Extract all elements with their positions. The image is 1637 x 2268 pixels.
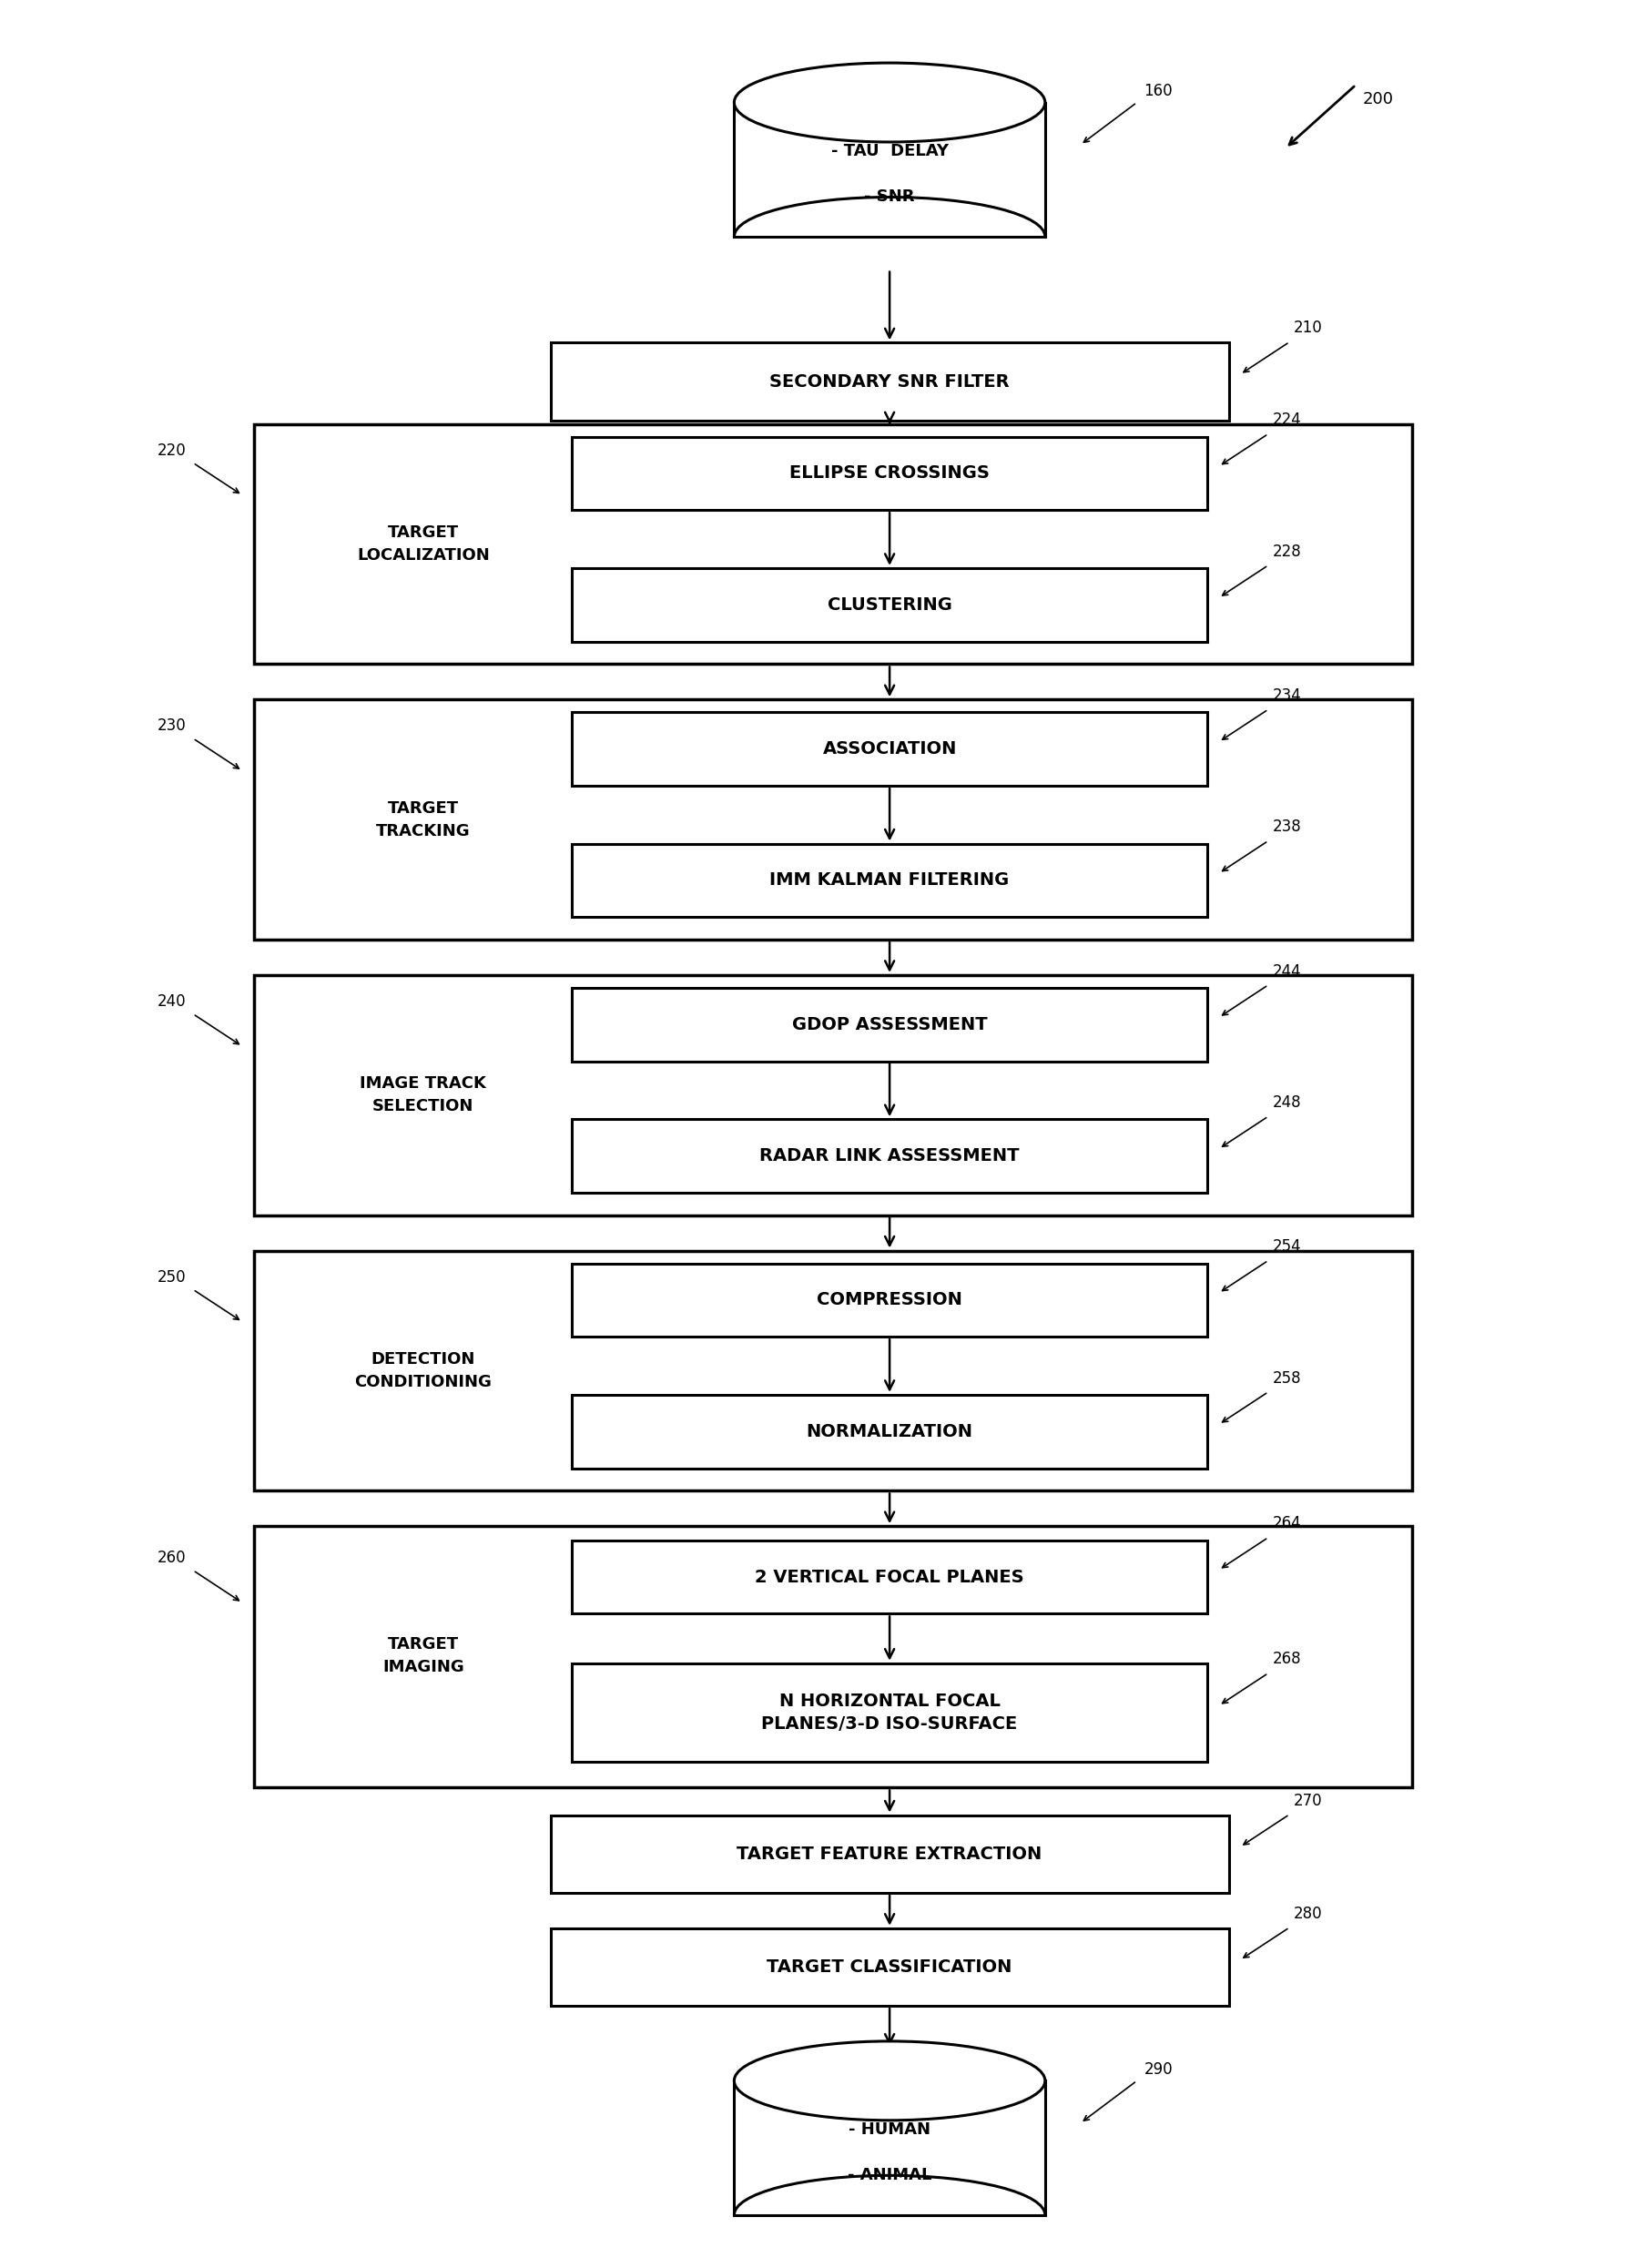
Bar	[254, 1526, 1411, 1787]
Bar	[254, 424, 1411, 665]
Text: TARGET CLASSIFICATION: TARGET CLASSIFICATION	[766, 1957, 1012, 1975]
Text: TARGET ID
- HUMAN

- ANIMAL: TARGET ID - HUMAN - ANIMAL	[841, 2098, 938, 2184]
Text: IMAGE TRACK
SELECTION: IMAGE TRACK SELECTION	[360, 1075, 486, 1114]
Bar	[733, 102, 1044, 236]
Bar	[571, 712, 1206, 785]
Text: TARGET
TRACKING: TARGET TRACKING	[377, 801, 470, 839]
Bar	[550, 1814, 1228, 1894]
Bar	[571, 567, 1206, 642]
Text: 290: 290	[1143, 2062, 1172, 2077]
Bar	[550, 1928, 1228, 2005]
Text: 248: 248	[1272, 1093, 1301, 1111]
Bar	[254, 975, 1411, 1216]
Text: NORMALIZATION: NORMALIZATION	[805, 1422, 972, 1440]
Text: 268: 268	[1272, 1651, 1301, 1667]
Text: 250: 250	[157, 1268, 187, 1286]
Text: 228: 228	[1272, 544, 1301, 560]
Bar	[571, 1540, 1206, 1615]
Text: 2 VERTICAL FOCAL PLANES: 2 VERTICAL FOCAL PLANES	[755, 1569, 1023, 1585]
Bar	[571, 844, 1206, 916]
Text: 160: 160	[1143, 84, 1172, 100]
Text: 244: 244	[1272, 964, 1301, 980]
Text: SECONDARY SNR FILTER: SECONDARY SNR FILTER	[769, 372, 1008, 390]
Text: 200: 200	[1362, 91, 1393, 107]
Text: DET.  PEAKS
- TAU  DELAY

- SNR: DET. PEAKS - TAU DELAY - SNR	[830, 120, 948, 204]
Bar	[571, 438, 1206, 510]
Text: 230: 230	[157, 717, 187, 735]
Bar	[571, 989, 1206, 1061]
Text: 254: 254	[1272, 1238, 1301, 1254]
Bar	[254, 699, 1411, 939]
Text: RADAR LINK ASSESSMENT: RADAR LINK ASSESSMENT	[760, 1148, 1018, 1163]
Text: 234: 234	[1272, 687, 1301, 703]
Bar	[550, 342, 1228, 420]
Text: 260: 260	[157, 1549, 187, 1565]
Text: 238: 238	[1272, 819, 1301, 835]
Bar	[571, 1395, 1206, 1467]
Text: 264: 264	[1272, 1515, 1301, 1531]
Text: CLUSTERING: CLUSTERING	[827, 596, 951, 612]
Ellipse shape	[733, 64, 1044, 143]
Text: 280: 280	[1293, 1905, 1321, 1921]
Bar	[571, 1263, 1206, 1336]
Text: GDOP ASSESSMENT: GDOP ASSESSMENT	[791, 1016, 987, 1034]
Ellipse shape	[733, 2041, 1044, 2121]
Text: 220: 220	[157, 442, 187, 458]
Bar	[571, 1118, 1206, 1193]
Text: 224: 224	[1272, 413, 1301, 429]
Text: ASSOCIATION: ASSOCIATION	[822, 739, 956, 758]
Text: N HORIZONTAL FOCAL
PLANES/3-D ISO-SURFACE: N HORIZONTAL FOCAL PLANES/3-D ISO-SURFAC…	[761, 1692, 1017, 1733]
Bar	[571, 1662, 1206, 1762]
Text: 258: 258	[1272, 1370, 1301, 1386]
Text: ELLIPSE CROSSINGS: ELLIPSE CROSSINGS	[789, 465, 989, 483]
Bar	[733, 2080, 1044, 2216]
Text: IMM KALMAN FILTERING: IMM KALMAN FILTERING	[769, 871, 1008, 889]
Text: TARGET FEATURE EXTRACTION: TARGET FEATURE EXTRACTION	[737, 1846, 1041, 1862]
Text: 210: 210	[1293, 320, 1323, 336]
Text: TARGET
IMAGING: TARGET IMAGING	[381, 1637, 463, 1676]
Text: 240: 240	[157, 993, 187, 1009]
Text: DETECTION
CONDITIONING: DETECTION CONDITIONING	[355, 1352, 491, 1390]
Text: COMPRESSION: COMPRESSION	[817, 1290, 963, 1309]
Text: TARGET
LOCALIZATION: TARGET LOCALIZATION	[357, 524, 489, 565]
Text: 270: 270	[1293, 1792, 1321, 1810]
Bar	[254, 1250, 1411, 1490]
